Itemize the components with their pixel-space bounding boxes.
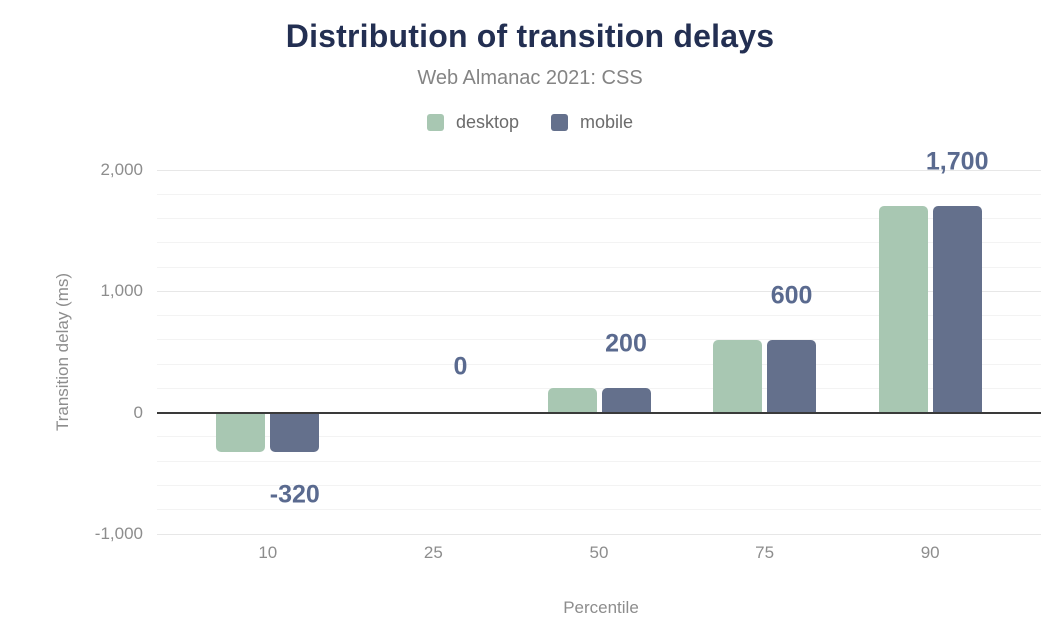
desktop-legend-label: desktop (455, 112, 519, 132)
gridline (157, 387, 1041, 389)
legend-item-mobile: mobile (551, 112, 633, 133)
x-axis-title: Percentile (563, 598, 639, 617)
gridline (157, 290, 1041, 292)
x-tick-label-25: 25 (423, 543, 443, 562)
bar-mobile-p50[interactable] (601, 388, 651, 413)
mobile-legend-label: mobile (580, 112, 634, 132)
x-tick-label-50: 50 (589, 543, 609, 562)
legend: desktop mobile (0, 112, 1060, 133)
x-tick-label-90: 90 (920, 543, 940, 562)
mobile-swatch-icon (551, 114, 568, 131)
chart-subtitle: Web Almanac 2021: CSS (417, 67, 643, 89)
gridline (157, 509, 1041, 511)
gridline (157, 169, 1041, 171)
data-label-p50: 200 (605, 329, 647, 358)
gridline (157, 484, 1041, 486)
gridline (157, 266, 1041, 268)
chart-title: Distribution of transition delays (285, 18, 775, 54)
x-tick-label-10: 10 (258, 543, 278, 562)
zero-axis-line (157, 411, 1041, 414)
gridline (157, 218, 1041, 220)
gridline (157, 363, 1041, 365)
desktop-swatch-icon (426, 114, 444, 131)
data-label-p25: 0 (453, 352, 468, 381)
gridline (157, 242, 1041, 244)
gridline (157, 339, 1041, 341)
bar-mobile-p10[interactable] (270, 413, 320, 453)
data-label-p90: 1,700 (925, 147, 989, 176)
data-label-p10: -320 (269, 480, 320, 509)
legend-item-desktop: desktop (426, 112, 519, 133)
gridline (157, 460, 1041, 462)
bar-desktop-p10[interactable] (216, 413, 266, 453)
x-tick-label-75: 75 (755, 543, 775, 562)
bar-desktop-p75[interactable] (713, 339, 763, 413)
gridline (157, 193, 1041, 195)
bar-desktop-p90[interactable] (878, 206, 928, 413)
bar-desktop-p50[interactable] (547, 388, 597, 413)
bar-mobile-p90[interactable] (932, 206, 982, 413)
gridline (157, 315, 1041, 317)
bar-mobile-p75[interactable] (767, 339, 817, 413)
gridline (157, 436, 1041, 438)
y-tick-label: 0 (133, 402, 143, 422)
y-tick-label: 1,000 (100, 281, 143, 301)
y-tick-label: 2,000 (100, 160, 143, 179)
y-tick-label: -1,000 (94, 524, 143, 543)
gridline (157, 533, 1041, 535)
data-label-p75: 600 (770, 281, 813, 310)
